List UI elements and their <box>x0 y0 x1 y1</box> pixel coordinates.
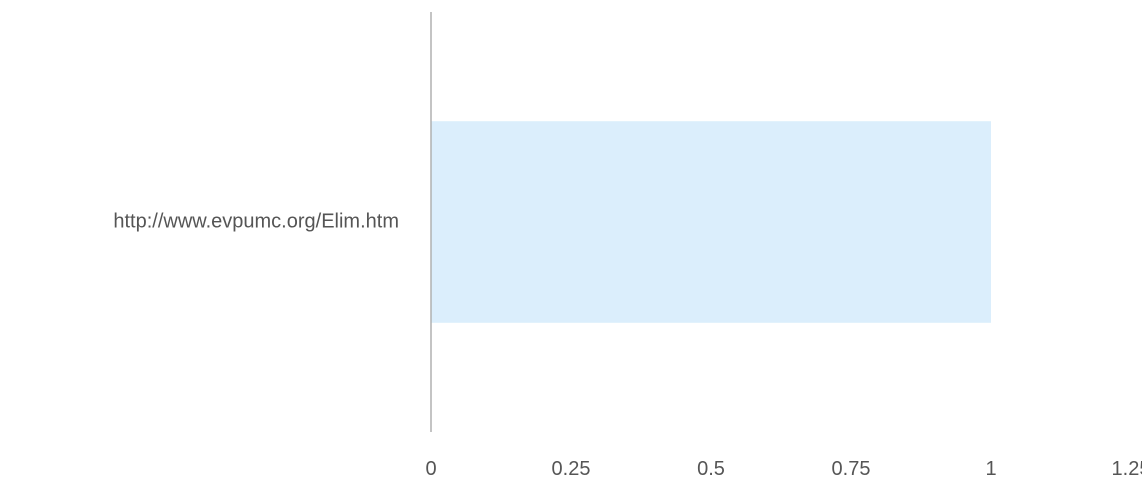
category-labels: http://www.evpumc.org/Elim.htm <box>113 210 399 232</box>
bar <box>431 121 991 323</box>
x-tick-label: 0 <box>425 458 436 480</box>
x-tick-label: 1 <box>985 458 996 480</box>
x-tick-label: 1.25 <box>1112 458 1142 480</box>
x-tick-label: 0.5 <box>697 458 725 480</box>
category-label: http://www.evpumc.org/Elim.htm <box>113 210 399 232</box>
x-tick-labels: 0 0.25 0.5 0.75 1 1.25 <box>425 458 1142 480</box>
x-tick-label: 0.25 <box>552 458 591 480</box>
x-tick-label: 0.75 <box>832 458 871 480</box>
bars-group <box>431 121 991 323</box>
